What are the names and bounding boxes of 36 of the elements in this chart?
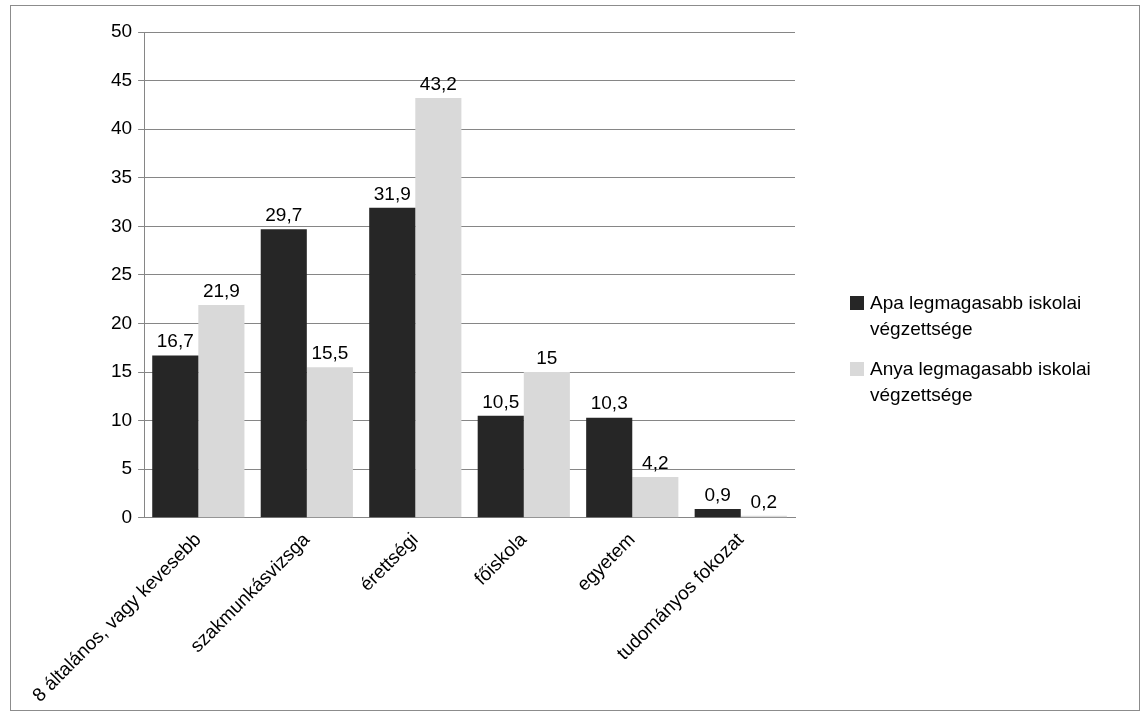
data-label: 4,2 (642, 451, 669, 473)
legend-label: Apa legmagasabb iskolai végzettsége (870, 291, 1083, 341)
data-label: 0,9 (704, 483, 731, 505)
y-tick-label: 40 (110, 117, 133, 139)
data-label: 16,7 (156, 330, 194, 352)
bar (586, 417, 633, 518)
bar (694, 509, 741, 518)
bar (306, 367, 353, 518)
y-tick-label: 30 (110, 214, 133, 236)
bar (523, 372, 570, 518)
bar (260, 229, 307, 518)
bar (152, 355, 199, 518)
data-label: 0,2 (750, 490, 778, 512)
data-label: 15,5 (311, 341, 349, 363)
y-tick-label: 15 (110, 360, 133, 382)
data-label: 21,9 (202, 279, 240, 301)
bar (415, 98, 462, 518)
bar (198, 305, 245, 518)
data-label: 31,9 (373, 182, 411, 204)
legend-label: Anya legmagasabb iskolai végzettsége (870, 357, 1092, 407)
bar (369, 207, 416, 518)
y-tick-label: 5 (121, 457, 133, 479)
bar (477, 415, 524, 518)
data-label: 29,7 (265, 203, 303, 225)
data-label: 10,3 (590, 392, 628, 414)
y-tick-label: 35 (110, 165, 133, 187)
y-tick-label: 20 (110, 311, 133, 333)
y-tick-label: 50 (110, 20, 133, 42)
data-label: 15 (536, 346, 558, 368)
data-label: 43,2 (419, 72, 457, 94)
y-tick-label: 45 (110, 68, 133, 90)
data-label: 10,5 (482, 390, 520, 412)
y-tick-label: 25 (110, 263, 133, 285)
y-tick-label: 0 (121, 506, 133, 528)
y-tick-label: 10 (110, 408, 133, 430)
bar (632, 477, 679, 518)
